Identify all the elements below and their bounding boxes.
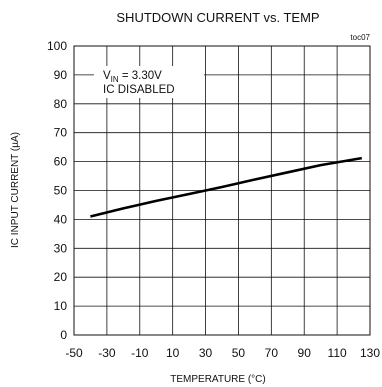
vin-value: = 3.30V bbox=[119, 70, 162, 82]
vin-annotation: VIN = 3.30V bbox=[103, 70, 162, 84]
y-tick-label: 20 bbox=[54, 270, 68, 284]
vin-subscript: IN bbox=[111, 75, 119, 84]
legend-annotation: VIN = 3.30V IC DISABLED bbox=[94, 66, 204, 98]
x-tick-label: 130 bbox=[360, 346, 380, 360]
y-tick-label: 80 bbox=[54, 97, 68, 111]
series bbox=[90, 156, 363, 218]
y-tick-label: 40 bbox=[54, 212, 68, 226]
x-tick-label: 10 bbox=[166, 346, 180, 360]
y-tick-labels: 0 10 20 30 40 50 60 70 80 90 100 bbox=[47, 39, 67, 342]
annotation-background bbox=[94, 66, 204, 98]
x-tick-label: 110 bbox=[328, 346, 347, 360]
x-tick-label: -30 bbox=[98, 346, 116, 360]
x-tick-label: 70 bbox=[265, 346, 279, 360]
state-annotation: IC DISABLED bbox=[103, 84, 175, 96]
vin-label: V bbox=[103, 70, 111, 82]
y-tick-label: 60 bbox=[54, 155, 68, 169]
x-tick-label: 50 bbox=[232, 346, 246, 360]
x-tick-label: -50 bbox=[65, 346, 83, 360]
y-tick-label: 70 bbox=[54, 126, 68, 140]
chart-title: SHUTDOWN CURRENT vs. TEMP bbox=[116, 10, 319, 25]
figure-id: toc07 bbox=[350, 33, 370, 42]
x-tick-labels: -50 -30 -10 10 30 50 70 90 110 130 bbox=[65, 346, 380, 360]
y-tick-label: 50 bbox=[54, 184, 68, 198]
series-line bbox=[90, 156, 363, 218]
x-tick-label: 90 bbox=[298, 346, 312, 360]
y-tick-label: 10 bbox=[54, 299, 68, 313]
y-tick-label: 30 bbox=[54, 241, 68, 255]
y-tick-label: 0 bbox=[60, 328, 67, 342]
x-axis-label: TEMPERATURE (°C) bbox=[170, 374, 265, 385]
y-axis-label: IC INPUT CURRENT (µA) bbox=[10, 132, 21, 248]
x-tick-label: -10 bbox=[131, 346, 149, 360]
y-tick-label: 90 bbox=[54, 68, 68, 82]
y-tick-label: 100 bbox=[47, 39, 67, 53]
x-tick-label: 30 bbox=[199, 346, 213, 360]
plot-frame bbox=[73, 45, 371, 336]
